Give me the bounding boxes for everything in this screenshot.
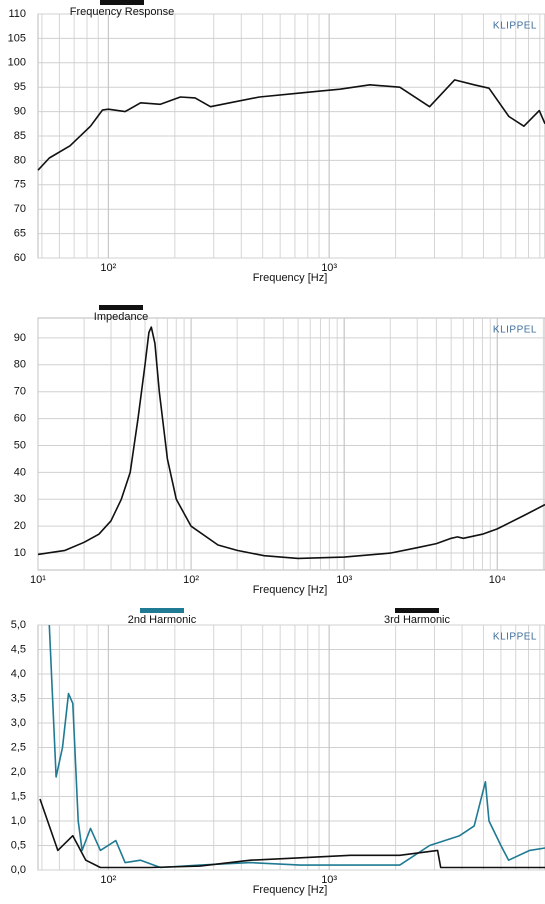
legend-swatch <box>395 608 439 613</box>
x-tick-label: 10³ <box>321 874 337 886</box>
legend-label: Frequency Response <box>70 6 175 18</box>
y-tick-label: 4,0 <box>11 668 26 680</box>
y-tick-label: 4,5 <box>11 643 26 655</box>
y-tick-label: 70 <box>14 386 26 398</box>
y-tick-label: 0,0 <box>11 864 26 876</box>
x-tick-label: 10³ <box>321 262 337 274</box>
y-tick-label: 95 <box>14 81 26 93</box>
x-tick-label: 10³ <box>336 574 352 586</box>
y-tick-label: 0,5 <box>11 839 26 851</box>
y-tick-label: 65 <box>14 228 26 240</box>
x-tick-label: 10¹ <box>30 574 46 586</box>
x-axis-label: Frequency [Hz] <box>253 884 328 896</box>
annotation: KLIPPEL <box>493 325 537 336</box>
x-tick-label: 10⁴ <box>489 574 506 586</box>
legend-label: 3rd Harmonic <box>384 614 451 626</box>
x-axis-label: Frequency [Hz] <box>253 584 328 596</box>
legend-label: 2nd Harmonic <box>128 614 197 626</box>
legend-swatch <box>140 608 184 613</box>
data-line <box>39 798 545 869</box>
y-tick-label: 90 <box>14 332 26 344</box>
y-tick-label: 1,5 <box>11 790 26 802</box>
y-tick-label: 1,0 <box>11 815 26 827</box>
legend-label: Impedance <box>94 311 148 323</box>
y-tick-label: 3,0 <box>11 717 26 729</box>
y-tick-label: 3,5 <box>11 692 26 704</box>
y-tick-label: 80 <box>14 359 26 371</box>
y-tick-label: 100 <box>8 57 26 69</box>
y-tick-label: 60 <box>14 252 26 264</box>
annotation: KLIPPEL <box>493 632 537 643</box>
x-axis-label: Frequency [Hz] <box>253 272 328 284</box>
plot-area <box>37 317 545 571</box>
y-tick-label: 5,0 <box>11 619 26 631</box>
y-tick-label: 20 <box>14 520 26 532</box>
x-tick-label: 10² <box>100 874 116 886</box>
legend-swatch <box>99 305 143 310</box>
y-tick-label: 75 <box>14 179 26 191</box>
legend-swatch <box>100 0 144 5</box>
y-tick-label: 80 <box>14 154 26 166</box>
y-tick-label: 110 <box>8 8 26 20</box>
x-tick-label: 10² <box>183 574 199 586</box>
y-tick-label: 30 <box>14 493 26 505</box>
y-tick-label: 105 <box>8 32 26 44</box>
x-tick-label: 10² <box>100 262 116 274</box>
y-tick-label: 50 <box>14 439 26 451</box>
data-line <box>37 79 545 171</box>
y-tick-label: 90 <box>14 106 26 118</box>
y-tick-label: 2,0 <box>11 766 26 778</box>
data-line <box>37 326 545 560</box>
y-tick-label: 10 <box>14 547 26 559</box>
annotation: KLIPPEL <box>493 21 537 32</box>
y-tick-label: 85 <box>14 130 26 142</box>
y-tick-label: 60 <box>14 412 26 424</box>
y-tick-label: 2,5 <box>11 741 26 753</box>
data-line <box>48 624 545 869</box>
y-tick-label: 40 <box>14 466 26 478</box>
y-tick-label: 70 <box>14 203 26 215</box>
